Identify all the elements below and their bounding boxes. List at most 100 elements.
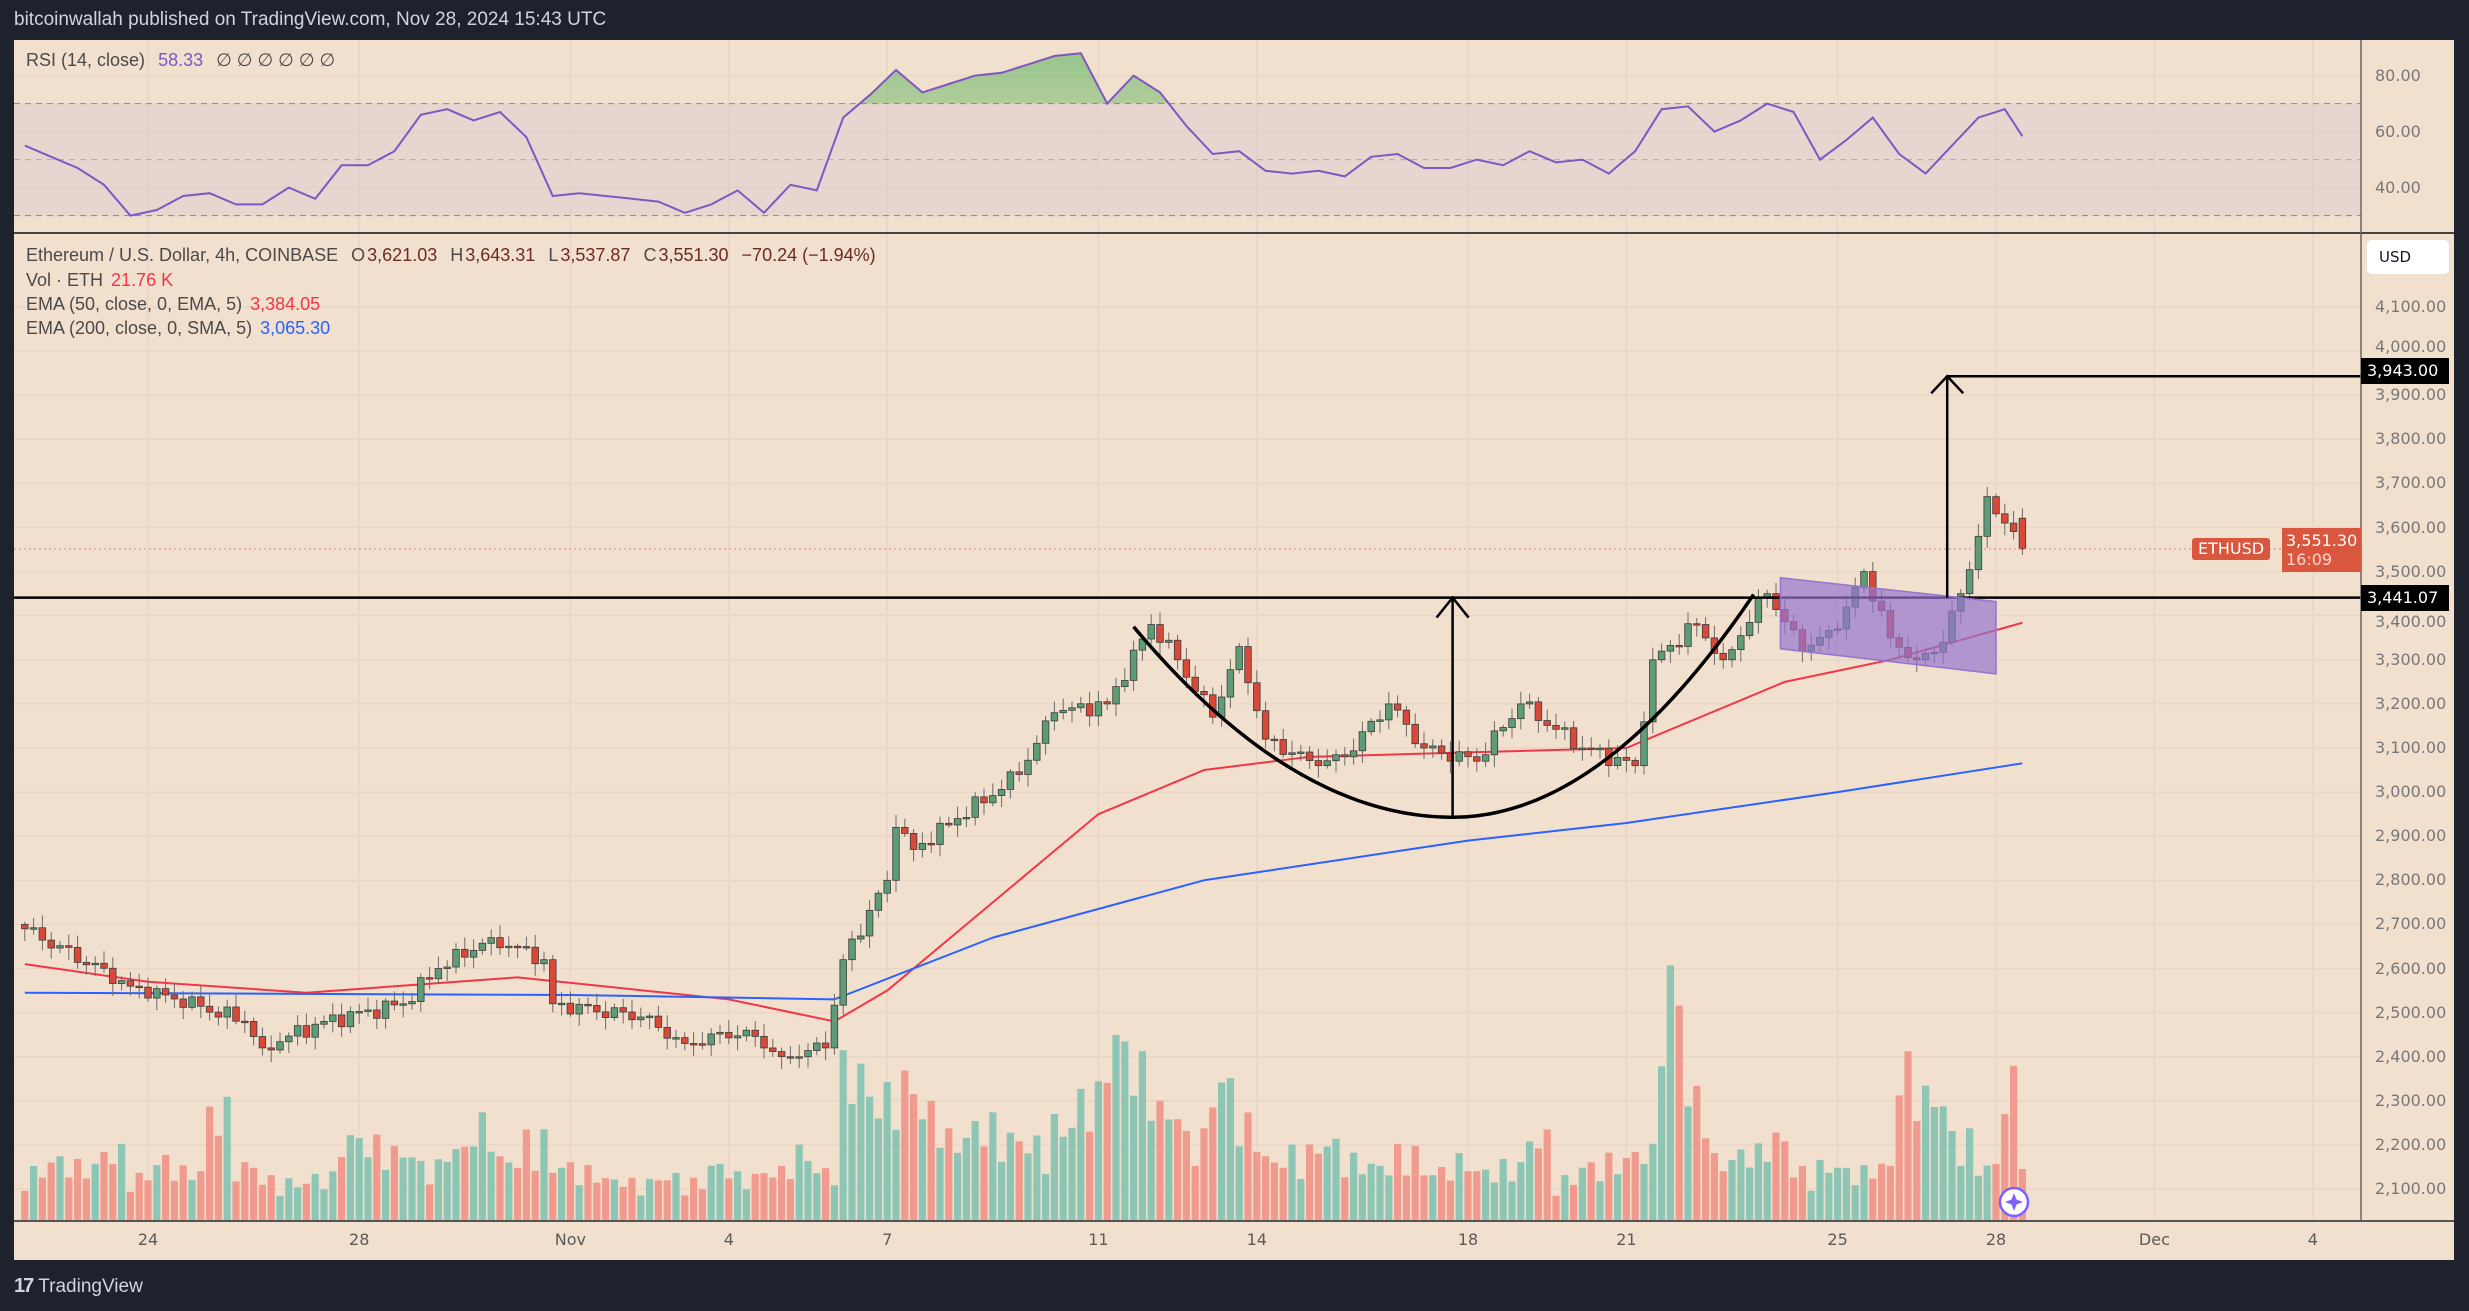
time-tick-label: 7 bbox=[882, 1230, 893, 1249]
volume-bar bbox=[1112, 1034, 1120, 1221]
volume-bar bbox=[250, 1167, 258, 1221]
volume-bar bbox=[1552, 1195, 1560, 1221]
time-tick-label: Dec bbox=[2138, 1230, 2170, 1249]
volume-bar bbox=[1763, 1161, 1771, 1221]
candle-down bbox=[1420, 743, 1428, 749]
candle-up bbox=[452, 948, 460, 968]
drawings[interactable] bbox=[14, 374, 2361, 819]
candle-down bbox=[390, 1000, 399, 1006]
candle-down bbox=[2018, 517, 2027, 550]
candle-down bbox=[601, 1011, 610, 1018]
candle-up bbox=[610, 1007, 619, 1018]
volume-bar bbox=[443, 1161, 451, 1221]
volume-bar bbox=[760, 1173, 768, 1221]
volume-bar bbox=[1508, 1181, 1516, 1221]
volume-bar bbox=[285, 1178, 293, 1221]
candle-down bbox=[197, 996, 205, 1007]
volume-bar bbox=[1147, 1120, 1155, 1221]
candle-up bbox=[1332, 754, 1340, 762]
volume-bar bbox=[1006, 1132, 1014, 1221]
volume-bar bbox=[1517, 1162, 1525, 1221]
candle-down bbox=[1569, 727, 1578, 750]
price-tick-label: 3,600.00 bbox=[2375, 517, 2447, 537]
volume-bar bbox=[1974, 1175, 1982, 1221]
candle-up bbox=[364, 1009, 372, 1012]
volume-bar bbox=[681, 1195, 689, 1221]
candle-down bbox=[1622, 757, 1631, 761]
price-tick-label: 2,300.00 bbox=[2375, 1090, 2447, 1110]
candle-up bbox=[1640, 721, 1648, 767]
ema50-legend[interactable]: EMA (50, close, 0, EMA, 5) 3,384.05 bbox=[26, 294, 328, 315]
candle-up bbox=[1974, 535, 1983, 571]
volume-bar bbox=[452, 1149, 460, 1221]
volume-bar bbox=[2010, 1065, 2018, 1221]
candle-down bbox=[777, 1051, 786, 1058]
publisher-line: bitcoinwallah published on TradingView.c… bbox=[14, 9, 607, 30]
volume-bar bbox=[311, 1173, 319, 1221]
candle-up bbox=[1094, 701, 1103, 717]
rsi-tick-label: 80.00 bbox=[2375, 65, 2421, 85]
volume-bar bbox=[514, 1167, 522, 1221]
volume-bar bbox=[1851, 1185, 1859, 1221]
candle-up bbox=[1050, 712, 1059, 722]
candle-down bbox=[179, 998, 187, 1008]
volume-bar bbox=[153, 1165, 161, 1221]
candle-up bbox=[1965, 569, 1974, 595]
candle-up bbox=[434, 968, 443, 980]
volume-bar bbox=[470, 1146, 478, 1221]
candle-down bbox=[496, 937, 504, 949]
volume-bar bbox=[848, 1104, 856, 1221]
volume-bar bbox=[223, 1096, 231, 1221]
ema200-legend[interactable]: EMA (200, close, 0, SMA, 5) 3,065.30 bbox=[26, 318, 338, 339]
candle-down bbox=[1631, 759, 1639, 767]
rsi-legend[interactable]: RSI (14, close) 58.33 ∅ ∅ ∅ ∅ ∅ ∅ bbox=[26, 50, 343, 71]
volume-bar bbox=[1279, 1167, 1287, 1221]
tradingview-logo[interactable]: 17 TradingView bbox=[14, 1275, 143, 1298]
volume-bar bbox=[1270, 1162, 1278, 1221]
volume-bar bbox=[1966, 1128, 1974, 1221]
candle-up bbox=[971, 796, 979, 818]
candle-up bbox=[1367, 720, 1375, 733]
candle-up bbox=[117, 980, 126, 984]
time-tick-label: 4 bbox=[2307, 1230, 2318, 1249]
volume-bar bbox=[21, 1190, 29, 1221]
volume-bar bbox=[1288, 1144, 1296, 1221]
candle-up bbox=[1226, 669, 1235, 698]
volume-bar bbox=[2001, 1113, 2009, 1221]
volume-bar bbox=[1297, 1179, 1305, 1221]
candle-up bbox=[153, 988, 161, 999]
volume-bar bbox=[206, 1106, 214, 1221]
rsi-legend-value: 58.33 bbox=[158, 50, 204, 70]
volume-bar bbox=[461, 1146, 469, 1221]
candle-down bbox=[689, 1043, 698, 1046]
volume-bar bbox=[1464, 1171, 1472, 1221]
candle-down bbox=[1305, 751, 1314, 761]
volume-label: Vol · ETH bbox=[26, 270, 104, 290]
candle-down bbox=[1103, 701, 1111, 705]
currency-button[interactable]: USD bbox=[2367, 240, 2449, 274]
volume-bar bbox=[1420, 1175, 1428, 1221]
ema50-label: EMA (50, close, 0, EMA, 5) bbox=[26, 294, 243, 314]
candle-up bbox=[408, 1001, 416, 1005]
candle-down bbox=[593, 1005, 601, 1013]
volume-legend[interactable]: Vol · ETH 21.76 K bbox=[26, 270, 181, 291]
volume-bar bbox=[118, 1143, 126, 1221]
volume-bar bbox=[47, 1162, 55, 1221]
candle-up bbox=[1129, 649, 1138, 681]
candle-down bbox=[135, 985, 143, 989]
symbol-legend[interactable]: Ethereum / U.S. Dollar, 4h, COINBASE O 3,… bbox=[26, 245, 884, 266]
volume-bar bbox=[927, 1100, 935, 1221]
volume-bar bbox=[1658, 1066, 1666, 1221]
price-tick-label: 2,200.00 bbox=[2375, 1134, 2447, 1154]
candle-down bbox=[663, 1027, 671, 1039]
candle-up bbox=[540, 959, 548, 965]
volume-bar bbox=[1358, 1174, 1366, 1221]
candle-down bbox=[725, 1031, 733, 1039]
rsi-line bbox=[24, 52, 2024, 217]
candle-up bbox=[1596, 747, 1604, 751]
rsi-overbought-fill bbox=[24, 53, 2023, 104]
volume-bar bbox=[1878, 1163, 1886, 1221]
candle-down bbox=[1156, 624, 1164, 643]
volume-bar bbox=[135, 1172, 143, 1221]
